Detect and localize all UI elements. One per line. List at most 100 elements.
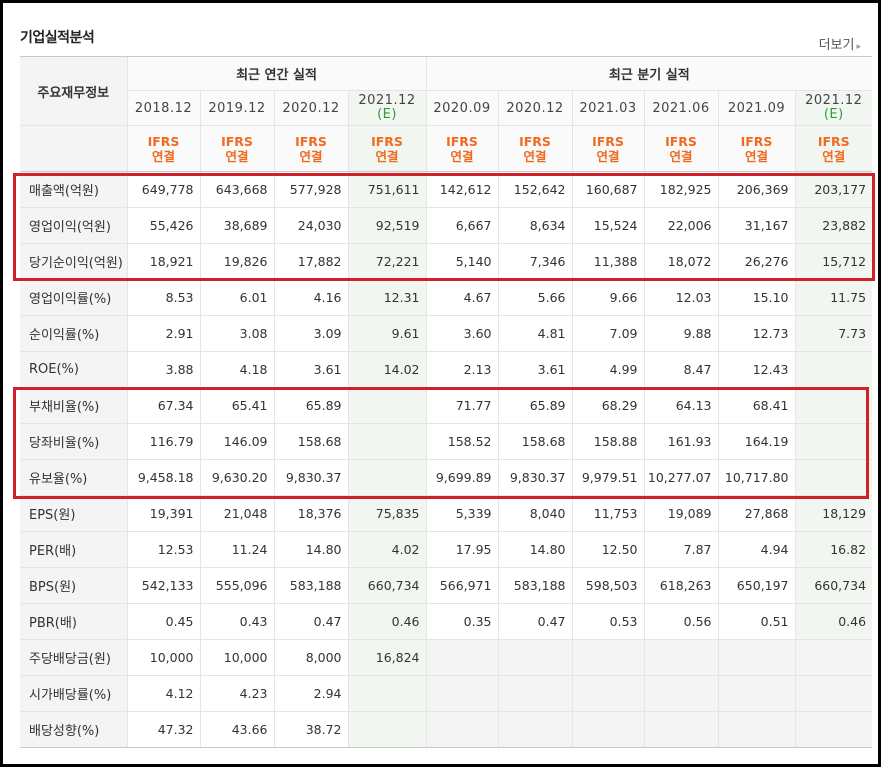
table-cell: 3.60 [425, 315, 498, 352]
table-cell: 9,630.20 [199, 459, 274, 496]
table-cell [794, 639, 873, 676]
financial-table: 주요재무정보 최근 연간 실적 최근 분기 실적 2018.12 2019.12 2… [20, 56, 873, 748]
table-cell: 65.89 [273, 387, 348, 424]
period-date: 2020.09 [433, 100, 491, 116]
table-cell: 38.72 [273, 711, 348, 748]
basis-header: IFRS 연결 [126, 125, 200, 172]
table-row: 주당배당금(원) 10,000 10,000 8,000 16,824 [20, 639, 873, 676]
more-link[interactable]: 더보기 ▸ [819, 34, 861, 53]
table-cell [497, 711, 572, 748]
table-cell [794, 675, 873, 712]
table-cell: 65.41 [199, 387, 274, 424]
table-row: 당기순이익(억원) 18,921 19,826 17,882 72,221 5,140 7,… [20, 243, 873, 280]
row-label: 시가배당률(%) [20, 675, 127, 712]
table-cell: 14.80 [273, 531, 348, 568]
basis-consolidated: 연결 [225, 148, 249, 164]
basis-header: IFRS 연결 [571, 125, 644, 172]
row-label: PBR(배) [20, 603, 127, 640]
period-header: 2018.12 [126, 90, 200, 126]
table-cell: 12.50 [571, 531, 644, 568]
table-cell: 3.09 [273, 315, 348, 352]
label-column-header: 주요재무정보 [20, 56, 127, 126]
table-cell [571, 639, 644, 676]
table-cell [347, 459, 426, 496]
basis-ifrs: IFRS [519, 133, 551, 149]
table-cell: 11.75 [794, 279, 873, 316]
table-cell: 8,040 [497, 495, 572, 532]
table-cell [794, 711, 873, 748]
row-label: 영업이익률(%) [20, 279, 127, 316]
table-cell: 2.94 [273, 675, 348, 712]
table-cell: 0.43 [199, 603, 274, 640]
table-cell: 0.46 [347, 603, 426, 640]
table-cell: 24,030 [273, 207, 348, 244]
table-cell: 22,006 [643, 207, 718, 244]
table-cell: 10,000 [199, 639, 274, 676]
row-label: 주당배당금(원) [20, 639, 127, 676]
table-cell [347, 711, 426, 748]
table-cell: 8,634 [497, 207, 572, 244]
table-cell: 21,048 [199, 495, 274, 532]
table-row: 배당성향(%) 47.32 43.66 38.72 [20, 711, 873, 748]
period-header: 2020.12 [273, 90, 348, 126]
table-cell: 0.46 [794, 603, 873, 640]
table-cell: 9,830.37 [273, 459, 348, 496]
row-label: 영업이익(억원) [20, 207, 127, 244]
table-cell [347, 387, 426, 424]
table-cell: 10,277.07 [643, 459, 718, 496]
table-cell: 72,221 [347, 243, 426, 280]
table-cell: 10,717.80 [717, 459, 795, 496]
basis-ifrs: IFRS [740, 133, 773, 149]
table-cell: 11,388 [571, 243, 644, 280]
basis-ifrs: IFRS [817, 133, 850, 149]
table-cell [794, 387, 873, 424]
basis-ifrs: IFRS [221, 133, 253, 149]
table-cell: 6,667 [425, 207, 498, 244]
table-cell: 7.09 [571, 315, 644, 352]
table-cell: 12.73 [717, 315, 795, 352]
basis-consolidated: 연결 [822, 148, 846, 164]
table-cell: 71.77 [425, 387, 498, 424]
basis-consolidated: 연결 [744, 148, 768, 164]
row-label: 당좌비율(%) [20, 423, 127, 460]
row-label: BPS(원) [20, 567, 127, 604]
table-cell: 4.02 [347, 531, 426, 568]
table-row: 부채비율(%) 67.34 65.41 65.89 71.77 65.89 68.29 64.… [20, 387, 873, 424]
row-label: 부채비율(%) [20, 387, 127, 424]
basis-ifrs: IFRS [446, 133, 478, 149]
table-cell: 8.47 [643, 351, 718, 388]
basis-consolidated: 연결 [151, 148, 175, 164]
table-cell: 0.53 [571, 603, 644, 640]
table-cell: 643,668 [199, 171, 274, 208]
table-cell: 18,129 [794, 495, 873, 532]
chevron-right-icon: ▸ [856, 42, 861, 52]
period-header: 2021.12 (E) [347, 90, 426, 126]
table-cell: 8,000 [273, 639, 348, 676]
table-cell: 0.47 [273, 603, 348, 640]
table-cell [425, 711, 498, 748]
table-cell: 0.51 [717, 603, 795, 640]
table-row: 시가배당률(%) 4.12 4.23 2.94 [20, 675, 873, 712]
period-date: 2019.12 [208, 100, 266, 116]
period-date: 2021.09 [727, 100, 786, 116]
basis-ifrs: IFRS [295, 133, 327, 149]
table-cell [571, 675, 644, 712]
table-cell: 4.94 [717, 531, 795, 568]
table-cell: 160,687 [571, 171, 644, 208]
table-cell: 2.13 [425, 351, 498, 388]
table-row: 매출액(억원) 649,778 643,668 577,928 751,611 142,6… [20, 171, 873, 208]
table-cell: 751,611 [347, 171, 426, 208]
more-link-label[interactable]: 더보기 [818, 38, 855, 53]
table-cell: 16,824 [347, 639, 426, 676]
table-cell [347, 675, 426, 712]
basis-ifrs: IFRS [371, 133, 403, 149]
table-cell: 0.35 [425, 603, 498, 640]
table-cell: 7.73 [794, 315, 873, 352]
table-cell: 142,612 [425, 171, 498, 208]
quarterly-group-header: 최근 분기 실적 [425, 56, 873, 91]
table-cell [497, 639, 572, 676]
period-header: 2021.06 [643, 90, 718, 126]
table-cell: 206,369 [717, 171, 795, 208]
table-cell: 12.43 [717, 351, 795, 388]
table-cell: 158.68 [273, 423, 348, 460]
